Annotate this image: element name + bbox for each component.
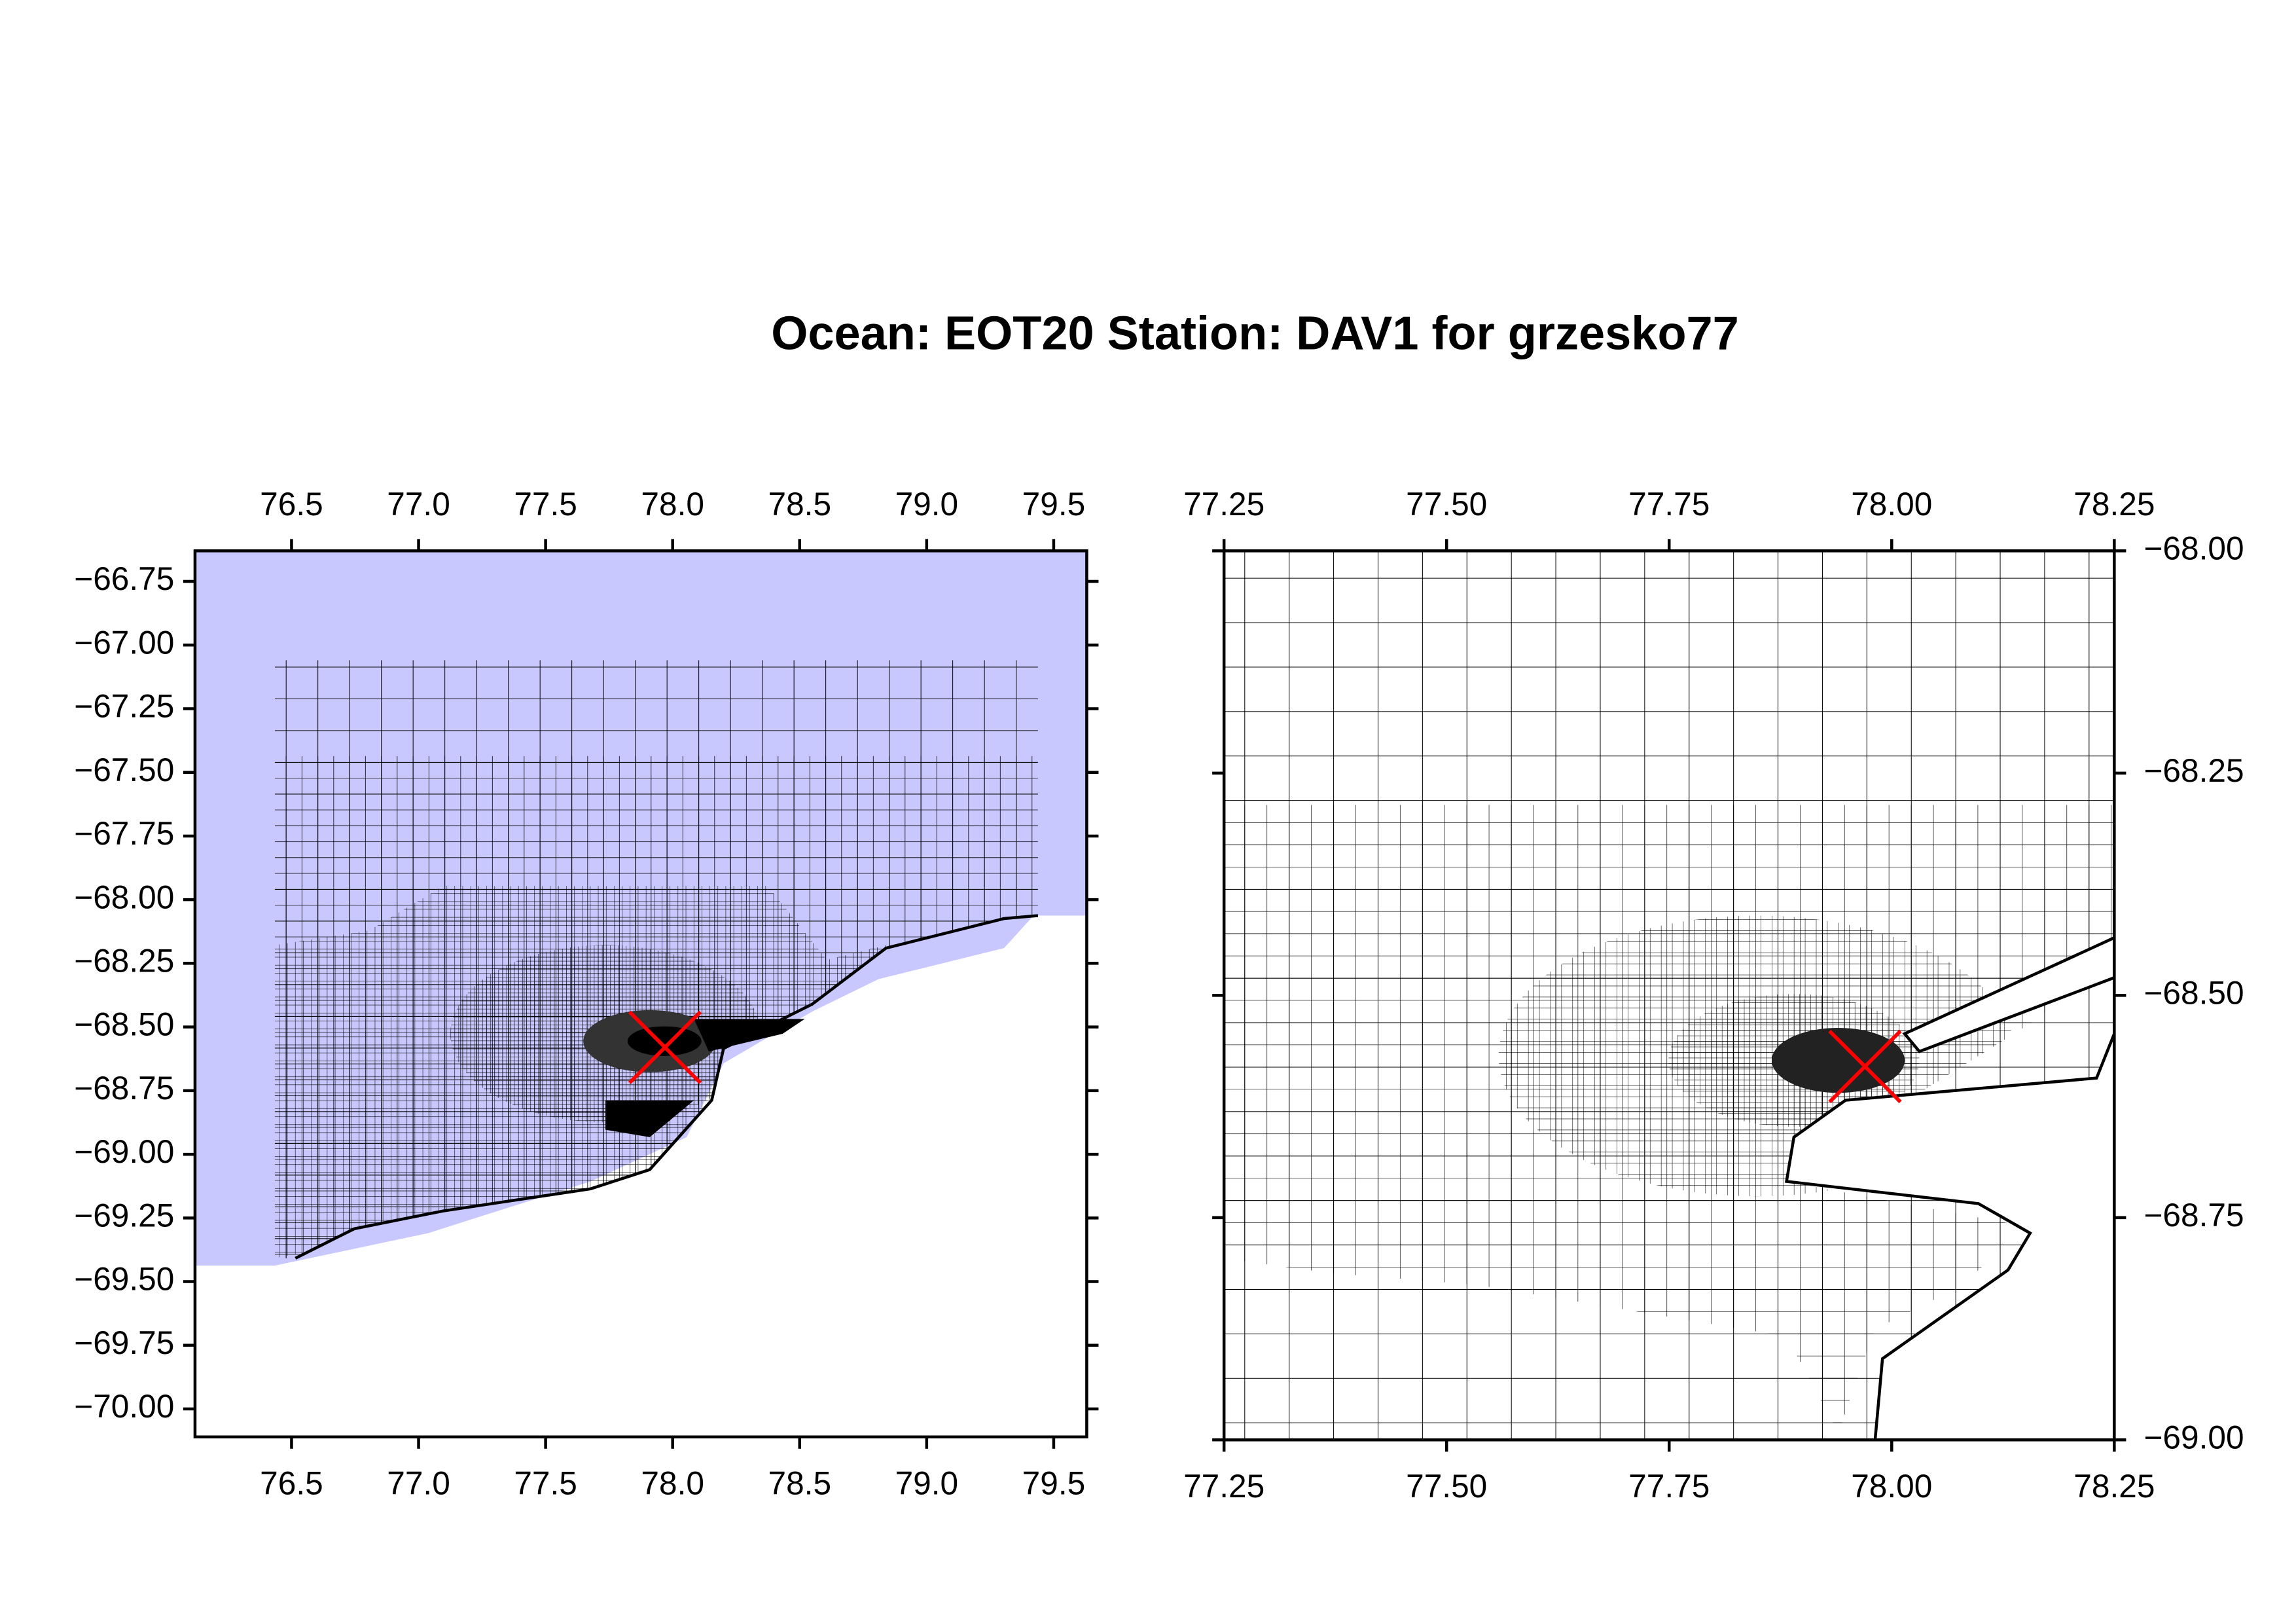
x-tick-label: 78.0 [641, 486, 704, 522]
x-tick-label: 79.0 [895, 1465, 959, 1501]
y-tick-label: −68.25 [74, 943, 174, 979]
coastline [295, 914, 1039, 1260]
y-tick-label: −68.50 [2144, 974, 2244, 1011]
land [1902, 936, 2115, 1053]
x-tick-label: 79.5 [1022, 486, 1086, 522]
x-tick-label: 76.5 [260, 486, 323, 522]
x-tick-label: 76.5 [260, 1465, 323, 1501]
y-tick-label: −67.25 [74, 688, 174, 725]
figure-title: Ocean: EOT20 Station: DAV1 for grzesko77 [771, 307, 1739, 359]
x-tick-label: 78.25 [2073, 486, 2155, 522]
y-tick-label: −69.00 [2144, 1419, 2244, 1455]
y-tick-label: −69.50 [74, 1261, 174, 1298]
y-tick-label: −67.00 [74, 624, 174, 661]
x-tick-label: 78.0 [641, 1465, 704, 1501]
x-tick-label: 77.75 [1628, 486, 1710, 522]
islands [605, 1019, 805, 1137]
x-tick-label: 77.50 [1406, 486, 1487, 522]
x-tick-label: 77.25 [1183, 486, 1265, 522]
y-tick-label: −69.75 [74, 1324, 174, 1361]
x-tick-label: 77.50 [1406, 1468, 1487, 1504]
x-tick-label: 77.25 [1183, 1468, 1265, 1504]
y-tick-label: −68.00 [74, 879, 174, 915]
x-tick-label: 78.00 [1851, 486, 1932, 522]
y-tick-label: −69.00 [74, 1133, 174, 1170]
frame [193, 549, 1088, 1439]
x-tick-label: 78.5 [768, 486, 831, 522]
y-tick-label: −68.50 [74, 1006, 174, 1043]
x-tick-label: 77.5 [514, 486, 577, 522]
x-tick-label: 79.5 [1022, 1465, 1086, 1501]
y-tick-label: −66.75 [74, 560, 174, 597]
y-tick-label: −67.50 [74, 752, 174, 788]
x-tick-label: 78.5 [768, 1465, 831, 1501]
map-right [1224, 551, 2115, 1440]
x-tick-label: 77.0 [387, 486, 450, 522]
y-tick-label: −68.75 [74, 1070, 174, 1106]
y-tick-label: −70.00 [74, 1388, 174, 1425]
station-marker [1828, 1029, 1902, 1104]
x-tick-label: 77.75 [1628, 1468, 1710, 1504]
x-tick-label: 77.5 [514, 1465, 577, 1501]
y-tick-label: −68.75 [2144, 1197, 2244, 1233]
y-tick-label: −67.75 [74, 815, 174, 852]
y-tick-label: −68.25 [2144, 752, 2244, 789]
map-left [194, 551, 1087, 1266]
x-tick-label: 78.00 [1851, 1468, 1932, 1504]
station-marker [628, 1010, 702, 1084]
y-tick-label: −68.00 [2144, 530, 2244, 566]
x-tick-label: 78.25 [2073, 1468, 2155, 1504]
x-tick-label: 79.0 [895, 486, 959, 522]
y-tick-label: −69.25 [74, 1197, 174, 1233]
x-tick-label: 77.0 [387, 1465, 450, 1501]
land [1784, 1033, 2115, 1440]
